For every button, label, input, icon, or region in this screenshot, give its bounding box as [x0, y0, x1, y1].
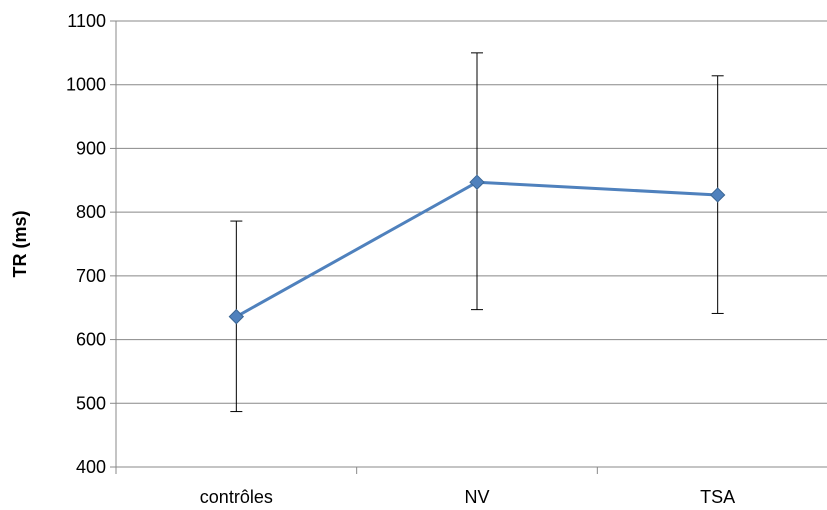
x-tick-label: contrôles — [200, 487, 273, 507]
y-tick-label: 500 — [76, 393, 106, 413]
y-tick-label: 600 — [76, 330, 106, 350]
y-tick-label: 800 — [76, 202, 106, 222]
data-point — [709, 187, 726, 203]
y-tick-label: 400 — [76, 457, 106, 477]
y-tick-labels: 400 500 600 700 800 900 1000 1100 — [66, 11, 106, 477]
axes — [110, 20, 827, 474]
data-point — [469, 174, 485, 190]
data-points — [228, 174, 726, 325]
gridlines — [116, 20, 827, 404]
y-tick-label: 1100 — [67, 11, 106, 31]
x-tick-labels: contrôles NV TSA — [200, 487, 735, 507]
y-tick-label: 900 — [76, 138, 106, 158]
x-tick-label: TSA — [700, 487, 735, 507]
error-bars — [230, 52, 724, 413]
y-axis-title: TR (ms) — [10, 210, 30, 277]
x-tick-label: NV — [464, 487, 489, 507]
data-point — [228, 308, 245, 325]
y-tick-label: 1000 — [66, 75, 106, 95]
y-tick-label: 700 — [76, 266, 106, 286]
